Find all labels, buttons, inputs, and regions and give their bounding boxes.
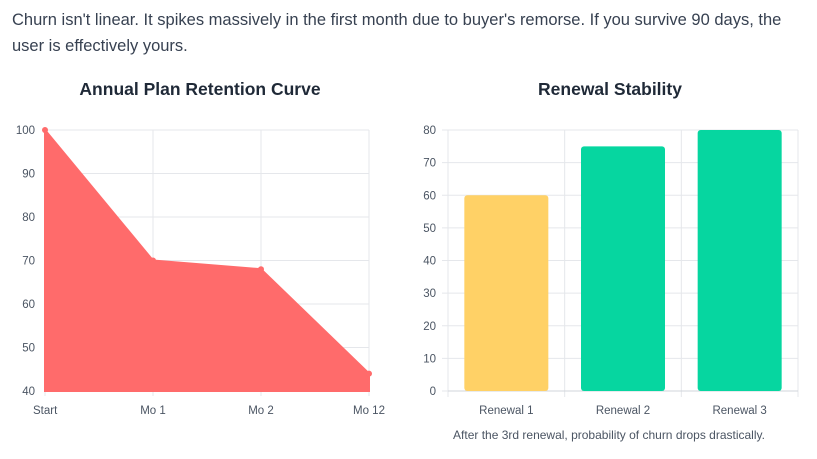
retention-point <box>150 257 156 264</box>
retention-point <box>366 370 372 377</box>
y-tick-label: 10 <box>423 353 436 365</box>
retention-point <box>42 127 48 133</box>
retention-chart-title: Annual Plan Retention Curve <box>79 79 321 99</box>
renewal-bar <box>464 195 549 391</box>
x-tick-label: Start <box>33 405 58 417</box>
renewal-chart-caption: After the 3rd renewal, probability of ch… <box>453 428 765 442</box>
x-tick-label: Mo 1 <box>140 405 166 417</box>
y-tick-label: 50 <box>22 343 35 355</box>
y-tick-label: 90 <box>22 169 35 181</box>
x-tick-label: Renewal 2 <box>596 405 650 417</box>
x-tick-label: Mo 12 <box>353 405 385 417</box>
renewal-chart-title: Renewal Stability <box>538 79 682 99</box>
retention-chart: 40 50 60 70 80 90 100 Start Mo 1 Mo 2 Mo 12 <box>16 125 385 417</box>
x-tick-label: Renewal 3 <box>712 405 766 417</box>
x-tick-label: Renewal 1 <box>479 405 533 417</box>
y-tick-label: 50 <box>423 223 436 235</box>
renewal-bar <box>581 146 665 391</box>
y-tick-label: 20 <box>423 321 436 333</box>
y-tick-label: 70 <box>423 158 436 170</box>
y-tick-label: 40 <box>22 386 35 398</box>
x-tick-label: Mo 2 <box>248 405 274 417</box>
retention-point <box>258 266 264 273</box>
y-tick-label: 40 <box>423 256 436 268</box>
y-tick-label: 80 <box>423 125 436 137</box>
y-tick-label: 60 <box>22 299 35 311</box>
y-tick-label: 80 <box>22 212 35 224</box>
y-tick-label: 70 <box>22 256 35 268</box>
intro-text: Churn isn't linear. It spikes massively … <box>12 11 782 55</box>
y-tick-label: 0 <box>430 386 436 398</box>
y-tick-label: 100 <box>16 125 35 137</box>
y-tick-label: 60 <box>423 190 436 202</box>
y-tick-label: 30 <box>423 288 436 300</box>
renewal-bar <box>697 130 782 391</box>
